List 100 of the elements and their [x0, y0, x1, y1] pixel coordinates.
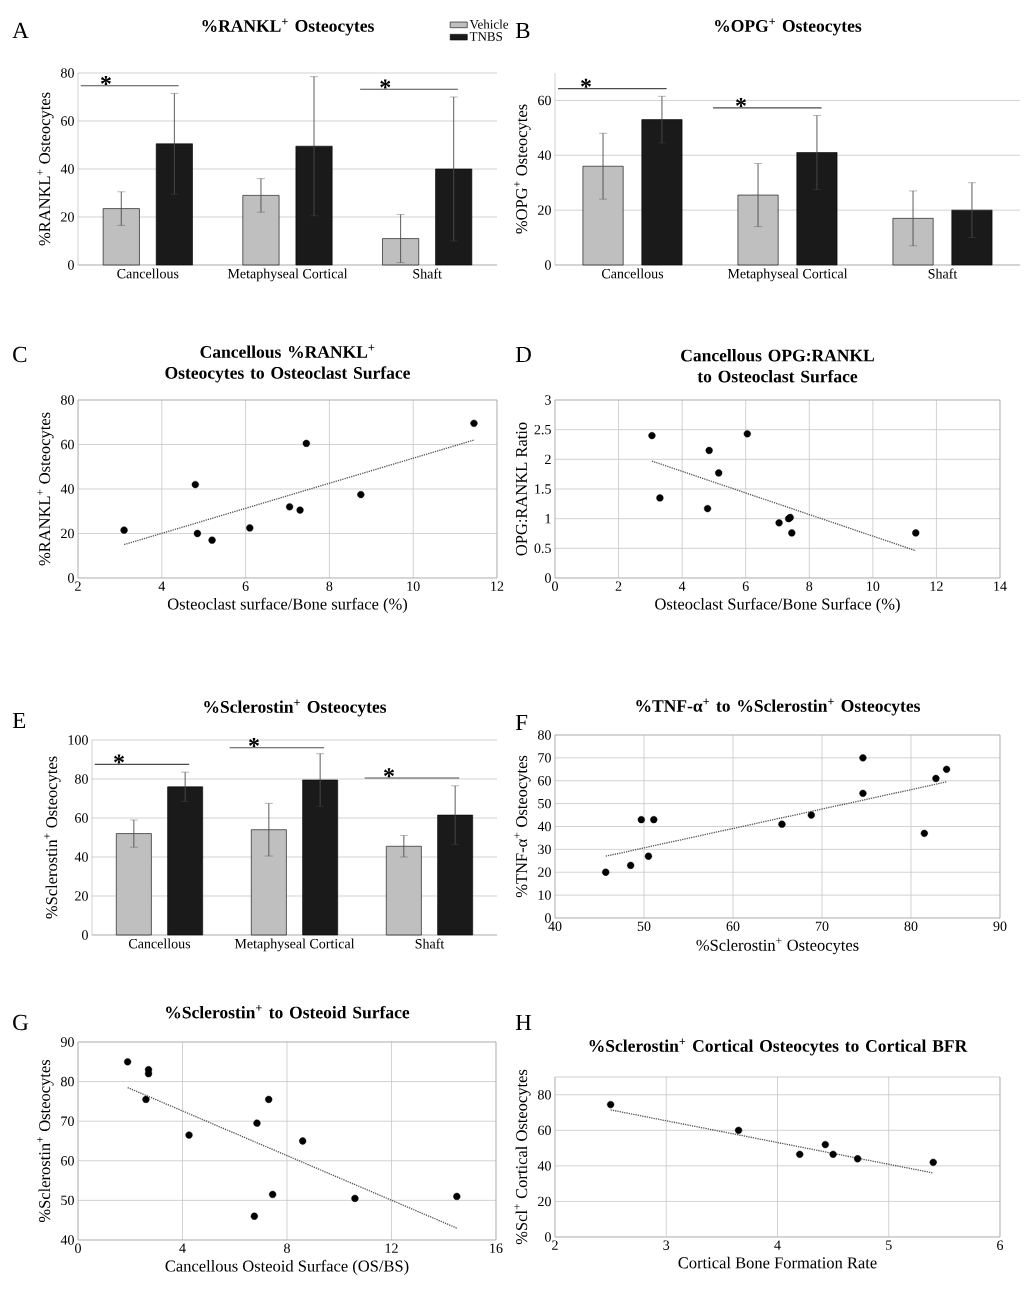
x-tick-label: 6 [242, 581, 249, 591]
x-axis-title: Cortical Bone Formation Rate [678, 1256, 877, 1269]
legend-label: TNBS [469, 32, 502, 41]
y-tick-label: 2.5 [534, 424, 551, 435]
x-tick-label: 6 [997, 1240, 1004, 1250]
x-tick-label: 4 [158, 581, 166, 591]
y-tick-label: 20 [538, 205, 551, 215]
chart-title: %TNF-α$^{+}$ to %Sclerostin$^{+}$ Osteocytes [636, 698, 921, 716]
y-tick-label: 80 [61, 68, 74, 78]
text: F [515, 714, 528, 730]
x-tick-label: Shaft [928, 268, 958, 279]
y-axis-title: %Scl$^{+}$ Cortical Osteocytes [514, 1069, 531, 1245]
x-tick-label: 60 [726, 921, 740, 931]
y-axis-title: OPG:RANKL Ratio [515, 422, 528, 556]
chart-title: %Sclerostin$^{+}$ Osteocytes [204, 699, 387, 717]
chart-title: %RANKL$^{+}$ Osteocytes [202, 18, 374, 36]
x-tick-label: 16 [490, 1243, 503, 1253]
annotation: * [114, 754, 124, 764]
x-axis-title: Cancellous Osteoid Surface (OS/BS) [165, 1259, 409, 1275]
y-tick-label: 70 [538, 753, 551, 763]
x-tick-label: 12 [930, 581, 943, 591]
y-tick-label: 40 [60, 164, 74, 174]
y-tick-label: 60 [75, 813, 88, 823]
y-tick-label: 50 [61, 1195, 74, 1206]
y-tick-label: 40 [60, 484, 74, 494]
y-tick-label: 40 [74, 852, 88, 862]
y-axis-title: %Sclerostin$^{+}$ Osteocytes [37, 1059, 54, 1223]
y-tick-label: 60 [61, 116, 74, 126]
x-tick-label: 4 [678, 581, 686, 591]
x-tick-label: 0 [552, 581, 558, 591]
y-tick-label: 0 [68, 260, 74, 270]
y-tick-label: 20 [538, 867, 551, 877]
y-axis-title: %RANKL$^{+}$ Osteocytes [37, 412, 54, 566]
legend-label: Vehicle [469, 19, 509, 29]
x-axis-title: %Sclerostin$^{+}$ Osteocytes [696, 937, 859, 955]
text: A [12, 22, 29, 38]
y-tick-label: 60 [538, 776, 551, 786]
y-tick-label: 90 [60, 1037, 74, 1047]
chart-title: %OPG$^{+}$ Osteocytes [715, 18, 862, 36]
y-tick-label: 80 [61, 395, 74, 405]
x-tick-label: 2 [552, 1240, 558, 1250]
chart-title: %Sclerostin$^{+}$ to Osteoid Surface [166, 1005, 410, 1019]
y-tick-label: 60 [538, 95, 551, 106]
x-tick-label: Shaft [415, 938, 445, 949]
x-axis-title: Osteoclast surface/Bone surface (%) [167, 597, 408, 613]
y-tick-label: 1.5 [535, 484, 551, 494]
y-tick-label: 80 [75, 774, 88, 784]
x-tick-label: 50 [637, 921, 651, 931]
text: B [515, 22, 530, 39]
annotation: * [100, 75, 111, 85]
text: E [12, 712, 26, 728]
text: H [515, 1014, 532, 1030]
y-tick-label: 1 [545, 514, 551, 524]
annotation: * [380, 79, 391, 89]
x-tick-label: 5 [886, 1240, 892, 1250]
y-tick-label: 30 [538, 844, 551, 855]
x-tick-label: 3 [663, 1240, 670, 1250]
y-tick-label: 60 [61, 439, 74, 450]
y-tick-label: 80 [538, 1090, 551, 1100]
annotation: * [581, 78, 591, 88]
x-tick-label: 14 [994, 581, 1007, 591]
x-tick-label: Cancellous [117, 268, 179, 279]
x-tick-label: 90 [993, 921, 1007, 931]
y-tick-label: 100 [68, 735, 88, 745]
x-tick-label: 2 [615, 581, 622, 591]
y-tick-label: 0 [545, 1232, 551, 1242]
y-tick-label: 80 [538, 730, 551, 740]
y-tick-label: 2 [545, 454, 551, 464]
y-tick-label: 0 [82, 930, 88, 940]
x-tick-label: 6 [742, 581, 749, 591]
y-tick-label: 40 [537, 150, 551, 161]
y-tick-label: 20 [75, 891, 88, 901]
x-tick-label: 10 [867, 581, 880, 591]
y-axis-title: %TNF-α$^{+}$ Osteocytes [514, 755, 531, 898]
y-tick-label: 20 [538, 1196, 551, 1207]
chart-title: %Sclerostin$^{+}$ Cortical Osteocytes to Cortical BFR [589, 1038, 968, 1056]
y-tick-label: 3 [545, 395, 551, 405]
annotation: * [249, 737, 259, 747]
y-tick-label: 0 [545, 260, 551, 270]
x-tick-label: Metaphyseal Cortical [234, 938, 355, 952]
x-tick-label: 80 [904, 921, 918, 931]
y-axis-title: %Sclerostin$^{+}$ Osteocytes [44, 756, 61, 919]
x-tick-label: 4 [774, 1240, 781, 1250]
y-tick-label: 10 [538, 890, 551, 900]
y-tick-label: 50 [538, 798, 551, 809]
y-tick-label: 0 [545, 913, 551, 923]
y-tick-label: 20 [61, 212, 74, 222]
x-tick-label: 12 [385, 1243, 398, 1253]
y-tick-label: 0.5 [534, 543, 551, 554]
y-tick-label: 0 [545, 573, 551, 583]
y-tick-label: 80 [61, 1076, 74, 1087]
x-tick-label: Cancellous [128, 938, 191, 949]
annotation: * [384, 768, 394, 778]
x-tick-label: 70 [815, 921, 829, 931]
text: G [13, 1014, 29, 1031]
x-tick-label: 8 [806, 581, 813, 591]
text: D [515, 346, 531, 363]
x-axis-title: Osteoclast Surface/Bone Surface (%) [655, 597, 900, 613]
x-tick-label: 4 [179, 1243, 186, 1253]
y-tick-label: 20 [61, 528, 74, 539]
